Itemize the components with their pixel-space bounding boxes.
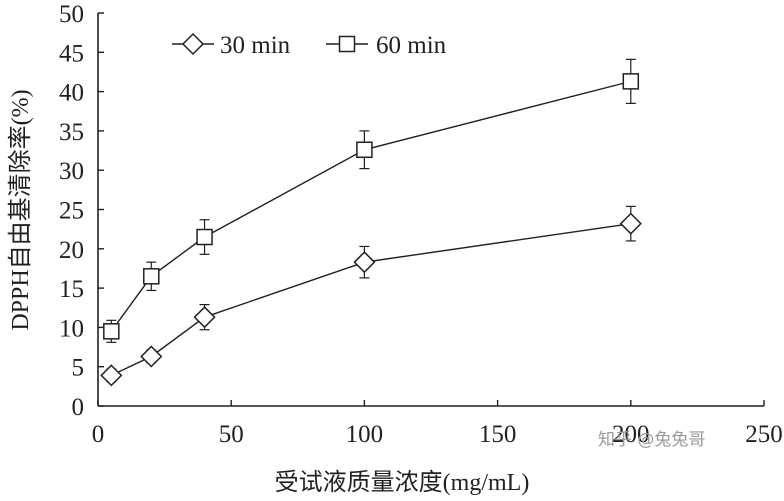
series-2 (103, 58, 640, 343)
y-tick-label: 25 (59, 198, 84, 225)
data-point (353, 251, 376, 274)
data-point (193, 306, 216, 329)
data-point (196, 228, 213, 246)
y-tick-label: 20 (59, 237, 84, 264)
y-tick-label: 50 (59, 1, 84, 28)
y-axis-title: DPPH自由基清除率(%) (7, 89, 34, 330)
x-tick-label: 100 (346, 421, 384, 448)
legend-marker (181, 32, 205, 56)
y-tick-label: 45 (59, 40, 84, 67)
legend-label: 30 min (220, 32, 291, 59)
data-point (100, 364, 123, 387)
axes: 0 5 10 15 20 25 30 35 40 45 50 0 50 100 150 200 250 (59, 1, 783, 448)
data-point (143, 268, 160, 285)
data-point (103, 323, 120, 340)
y-tick-label: 40 (59, 80, 84, 107)
series-layer (100, 58, 642, 387)
y-tick-label: 35 (59, 119, 84, 146)
x-tick-label: 250 (745, 421, 783, 448)
y-tick-label: 5 (72, 355, 85, 382)
y-tick-label: 30 (59, 158, 84, 185)
legend-label: 60 min (376, 32, 447, 59)
x-tick-label: 50 (219, 421, 244, 448)
x-axis-title: 受试液质量浓度(mg/mL) (275, 469, 530, 496)
series-1 (100, 205, 642, 387)
legend: 30 min 60 min (172, 32, 447, 59)
x-tick-label: 200 (612, 421, 650, 448)
series-line (110, 80, 631, 332)
y-tick-label: 10 (59, 315, 84, 342)
data-point (356, 141, 373, 159)
data-point (140, 345, 163, 368)
y-tick-label: 0 (72, 394, 85, 421)
legend-marker (338, 35, 356, 53)
x-tick-label: 0 (92, 421, 105, 448)
data-point (619, 212, 642, 235)
x-tick-label: 150 (479, 421, 517, 448)
series-line (111, 222, 631, 376)
y-tick-label: 15 (59, 276, 84, 303)
data-point (622, 73, 640, 90)
watermark-text: 知乎 @兔兔哥 (598, 430, 705, 450)
